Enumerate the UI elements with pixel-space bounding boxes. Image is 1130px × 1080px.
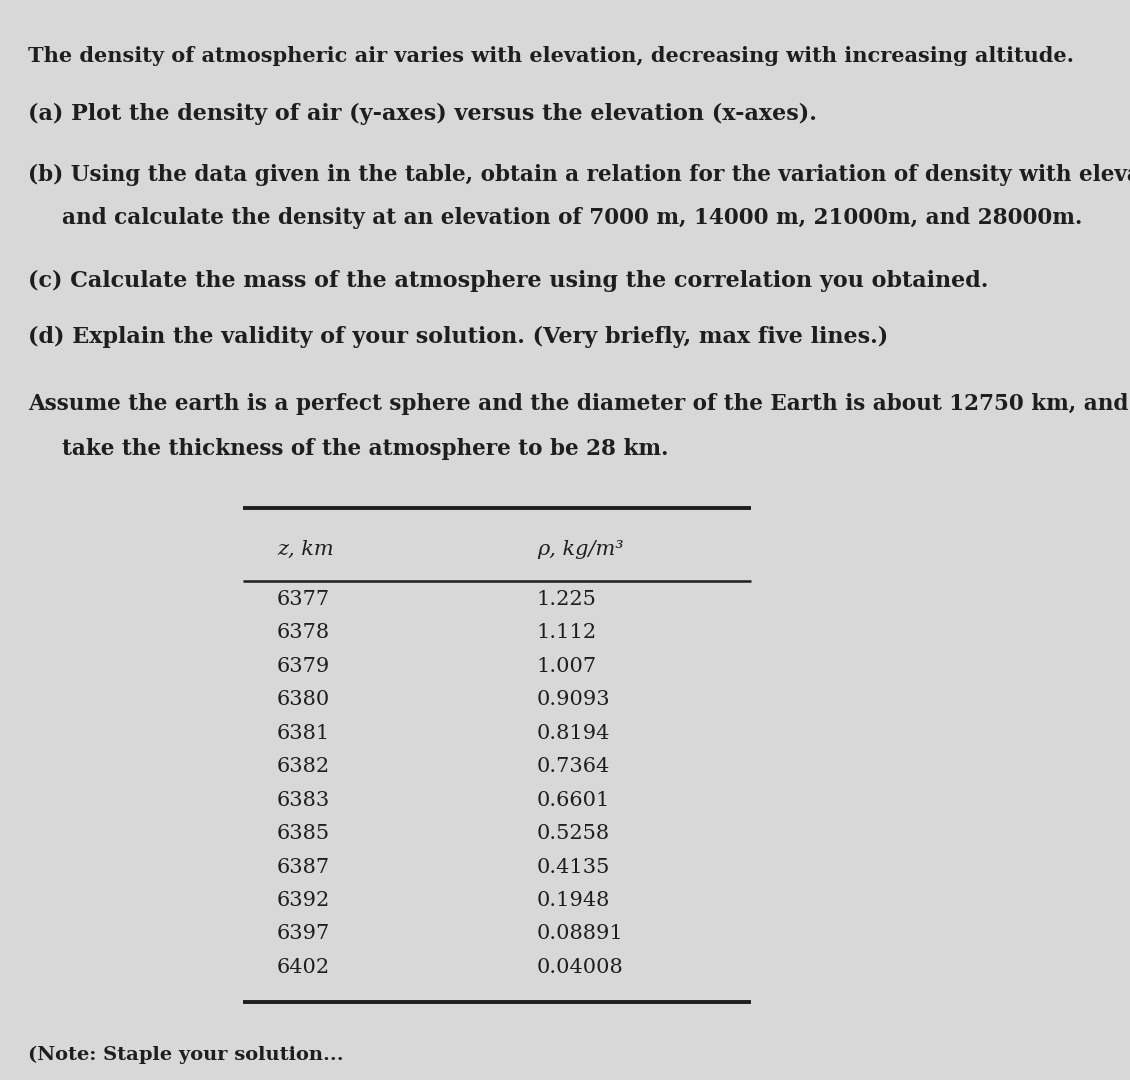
Text: (c) Calculate the mass of the atmosphere using the correlation you obtained.: (c) Calculate the mass of the atmosphere… bbox=[28, 270, 989, 292]
Text: 0.7364: 0.7364 bbox=[537, 757, 610, 777]
Text: 0.8194: 0.8194 bbox=[537, 724, 610, 743]
Text: 6387: 6387 bbox=[277, 858, 330, 877]
Text: 0.1948: 0.1948 bbox=[537, 891, 610, 910]
Text: 6378: 6378 bbox=[277, 623, 330, 643]
Text: The density of atmospheric air varies with elevation, decreasing with increasing: The density of atmospheric air varies wi… bbox=[28, 46, 1075, 67]
Text: 6377: 6377 bbox=[277, 590, 330, 609]
Text: 0.4135: 0.4135 bbox=[537, 858, 610, 877]
Text: 6382: 6382 bbox=[277, 757, 330, 777]
Text: 6402: 6402 bbox=[277, 958, 330, 977]
Text: 0.6601: 0.6601 bbox=[537, 791, 610, 810]
Text: 0.5258: 0.5258 bbox=[537, 824, 610, 843]
Text: Assume the earth is a perfect sphere and the diameter of the Earth is about 1275: Assume the earth is a perfect sphere and… bbox=[28, 393, 1130, 415]
Text: and calculate the density at an elevation of 7000 m, 14000 m, 21000m, and 28000m: and calculate the density at an elevatio… bbox=[62, 207, 1083, 229]
Text: 0.9093: 0.9093 bbox=[537, 690, 610, 710]
Text: take the thickness of the atmosphere to be 28 km.: take the thickness of the atmosphere to … bbox=[62, 438, 669, 460]
Text: (Note: Staple your solution...: (Note: Staple your solution... bbox=[28, 1045, 344, 1064]
Text: 1.007: 1.007 bbox=[537, 657, 597, 676]
Text: 6397: 6397 bbox=[277, 924, 330, 944]
Text: ρ, kg/m³: ρ, kg/m³ bbox=[537, 540, 624, 559]
Text: (b) Using the data given in the table, obtain a relation for the variation of de: (b) Using the data given in the table, o… bbox=[28, 164, 1130, 186]
Text: 1.225: 1.225 bbox=[537, 590, 597, 609]
Text: 0.08891: 0.08891 bbox=[537, 924, 624, 944]
Text: z, km: z, km bbox=[277, 540, 333, 559]
Text: 6385: 6385 bbox=[277, 824, 330, 843]
Text: 6380: 6380 bbox=[277, 690, 330, 710]
Text: 1.112: 1.112 bbox=[537, 623, 597, 643]
Text: (a) Plot the density of air (y-axes) versus the elevation (x-axes).: (a) Plot the density of air (y-axes) ver… bbox=[28, 103, 817, 124]
Text: 6379: 6379 bbox=[277, 657, 330, 676]
Text: 6392: 6392 bbox=[277, 891, 330, 910]
Text: 6383: 6383 bbox=[277, 791, 330, 810]
Text: 6381: 6381 bbox=[277, 724, 330, 743]
Text: (d) Explain the validity of your solution. (Very briefly, max five lines.): (d) Explain the validity of your solutio… bbox=[28, 326, 888, 348]
Text: 0.04008: 0.04008 bbox=[537, 958, 624, 977]
